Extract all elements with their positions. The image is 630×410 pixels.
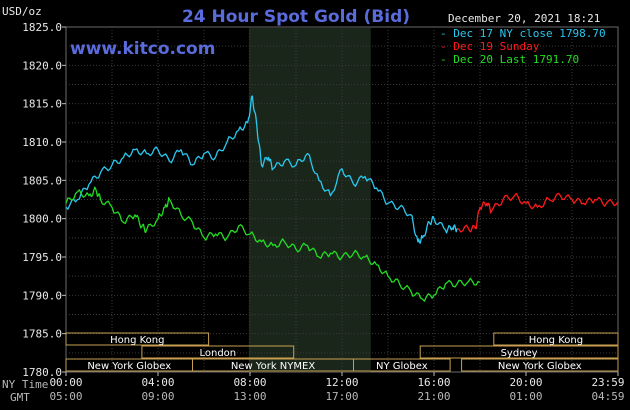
y-tick-label: 1805.0 bbox=[22, 174, 62, 187]
x-tick-label-ny: 12:00 bbox=[325, 376, 358, 389]
session-bar bbox=[65, 332, 210, 346]
session-label: Hong Kong bbox=[110, 335, 164, 346]
x-tick-label-ny: 04:00 bbox=[141, 376, 174, 389]
session-label: New York Globex bbox=[87, 361, 171, 372]
session-bar bbox=[461, 358, 619, 372]
y-axis-ticks: 1780.0 1785.0 1790.0 1795.0 1800.0 1805.0 1810… bbox=[22, 21, 66, 379]
legend-dash: - bbox=[440, 40, 453, 53]
y-tick-label: 1820.0 bbox=[22, 59, 62, 72]
legend: - Dec 17 NY close 1798.70 - Dec 19 Sunda… bbox=[440, 27, 606, 66]
y-tick-label: 1785.0 bbox=[22, 328, 62, 341]
legend-text: Dec 20 Last 1791.70 bbox=[453, 53, 579, 66]
legend-entry-dec17: - Dec 17 NY close 1798.70 bbox=[440, 27, 606, 40]
price-series bbox=[65, 95, 619, 302]
series-line-1 bbox=[456, 192, 619, 233]
legend-text: Dec 19 Sunday bbox=[453, 40, 539, 53]
x-tick-label-gmt: 17:00 bbox=[325, 390, 358, 403]
website-label: www.kitco.com bbox=[70, 39, 215, 59]
legend-dash: - bbox=[440, 27, 453, 40]
session-label: New York Globex bbox=[498, 361, 582, 372]
x-tick-label-ny: 08:00 bbox=[233, 376, 266, 389]
y-axis-label: USD/oz bbox=[2, 5, 42, 18]
x-tick-label-gmt: 13:00 bbox=[233, 390, 266, 403]
market-sessions: Hong Kong Hong Kong London Sydney New York G… bbox=[65, 332, 619, 372]
ny-time-label: NY Time bbox=[2, 378, 48, 391]
series-line-2 bbox=[65, 186, 481, 302]
legend-text: Dec 17 NY close 1798.70 bbox=[453, 27, 605, 40]
y-tick-label: 1810.0 bbox=[22, 136, 62, 149]
x-tick-label-ny: 20:00 bbox=[509, 376, 542, 389]
x-tick-label-gmt: 01:00 bbox=[509, 390, 542, 403]
y-tick-label: 1800.0 bbox=[22, 213, 62, 226]
legend-dash: - bbox=[440, 53, 453, 66]
session-bar bbox=[353, 358, 451, 372]
session-bar bbox=[141, 345, 295, 359]
legend-entry-dec19: - Dec 19 Sunday bbox=[440, 40, 540, 53]
y-tick-label: 1790.0 bbox=[22, 289, 62, 302]
y-tick-label: 1795.0 bbox=[22, 251, 62, 264]
session-label: New York NYMEX bbox=[231, 361, 316, 372]
session-bar bbox=[493, 332, 619, 346]
chart-title: 24 Hour Spot Gold (Bid) bbox=[182, 7, 410, 27]
x-tick-label-ny: 23:59 bbox=[591, 376, 624, 389]
grid bbox=[66, 27, 618, 372]
session-bar bbox=[419, 345, 619, 359]
y-tick-label: 1815.0 bbox=[22, 98, 62, 111]
session-label: London bbox=[199, 348, 236, 359]
series-line-0 bbox=[65, 95, 458, 244]
session-label: NY Globex bbox=[376, 361, 428, 372]
x-tick-label-gmt: 21:00 bbox=[417, 390, 450, 403]
session-label: Sydney bbox=[501, 348, 538, 359]
legend-entry-dec20: - Dec 20 Last 1791.70 bbox=[440, 53, 579, 66]
y-tick-label: 1825.0 bbox=[22, 21, 62, 34]
gmt-label: GMT bbox=[10, 391, 30, 404]
x-tick-label-gmt: 05:00 bbox=[49, 390, 82, 403]
x-tick-label-gmt: 09:00 bbox=[141, 390, 174, 403]
x-tick-label-ny: 00:00 bbox=[49, 376, 82, 389]
session-label: Hong Kong bbox=[529, 335, 583, 346]
datetime-label: December 20, 2021 18:21 bbox=[448, 12, 600, 25]
x-tick-label-gmt: 04:59 bbox=[591, 390, 624, 403]
y-tick-label: 1780.0 bbox=[22, 366, 62, 379]
x-tick-label-ny: 16:00 bbox=[417, 376, 450, 389]
